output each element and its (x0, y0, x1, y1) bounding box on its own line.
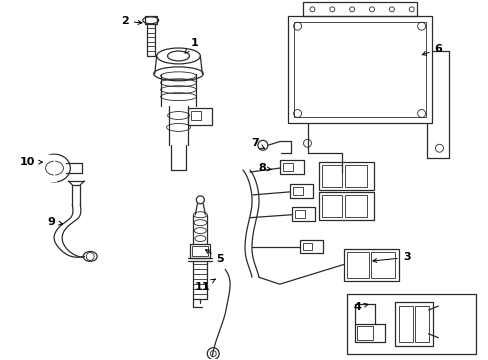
Bar (319, 192, 373, 220)
Bar (291, 207, 315, 221)
Bar (302, 3, 416, 16)
Bar (294, 210, 304, 218)
Text: 5: 5 (205, 249, 224, 264)
Bar (398, 306, 412, 342)
Bar (394, 302, 432, 346)
Bar (346, 294, 475, 354)
Bar (37, 155, 56, 181)
Text: 10: 10 (20, 157, 42, 167)
Bar (299, 239, 323, 253)
Bar (190, 244, 210, 258)
Bar (192, 247, 208, 256)
Bar (287, 16, 431, 123)
Text: 8: 8 (258, 163, 271, 173)
Bar (319, 162, 373, 190)
Bar (289, 184, 313, 198)
Bar (144, 16, 156, 24)
Text: 1: 1 (185, 38, 198, 53)
Bar (344, 249, 398, 281)
Bar (188, 108, 212, 125)
Bar (322, 195, 342, 217)
Bar (345, 165, 366, 187)
Bar (191, 111, 201, 121)
Text: 7: 7 (250, 138, 264, 148)
Text: 2: 2 (121, 16, 142, 26)
Text: 11: 11 (194, 279, 215, 292)
Bar (346, 252, 368, 278)
Text: 4: 4 (352, 302, 367, 312)
Bar (345, 195, 366, 217)
Bar (414, 306, 427, 342)
Bar (370, 252, 394, 278)
Bar (293, 22, 425, 117)
Bar (356, 326, 372, 340)
Text: 9: 9 (47, 217, 62, 227)
Bar (322, 165, 342, 187)
Bar (282, 163, 292, 171)
Bar (302, 243, 312, 251)
Text: 3: 3 (372, 252, 410, 262)
Bar (292, 187, 302, 195)
Text: 6: 6 (422, 44, 442, 55)
Bar (279, 160, 303, 174)
